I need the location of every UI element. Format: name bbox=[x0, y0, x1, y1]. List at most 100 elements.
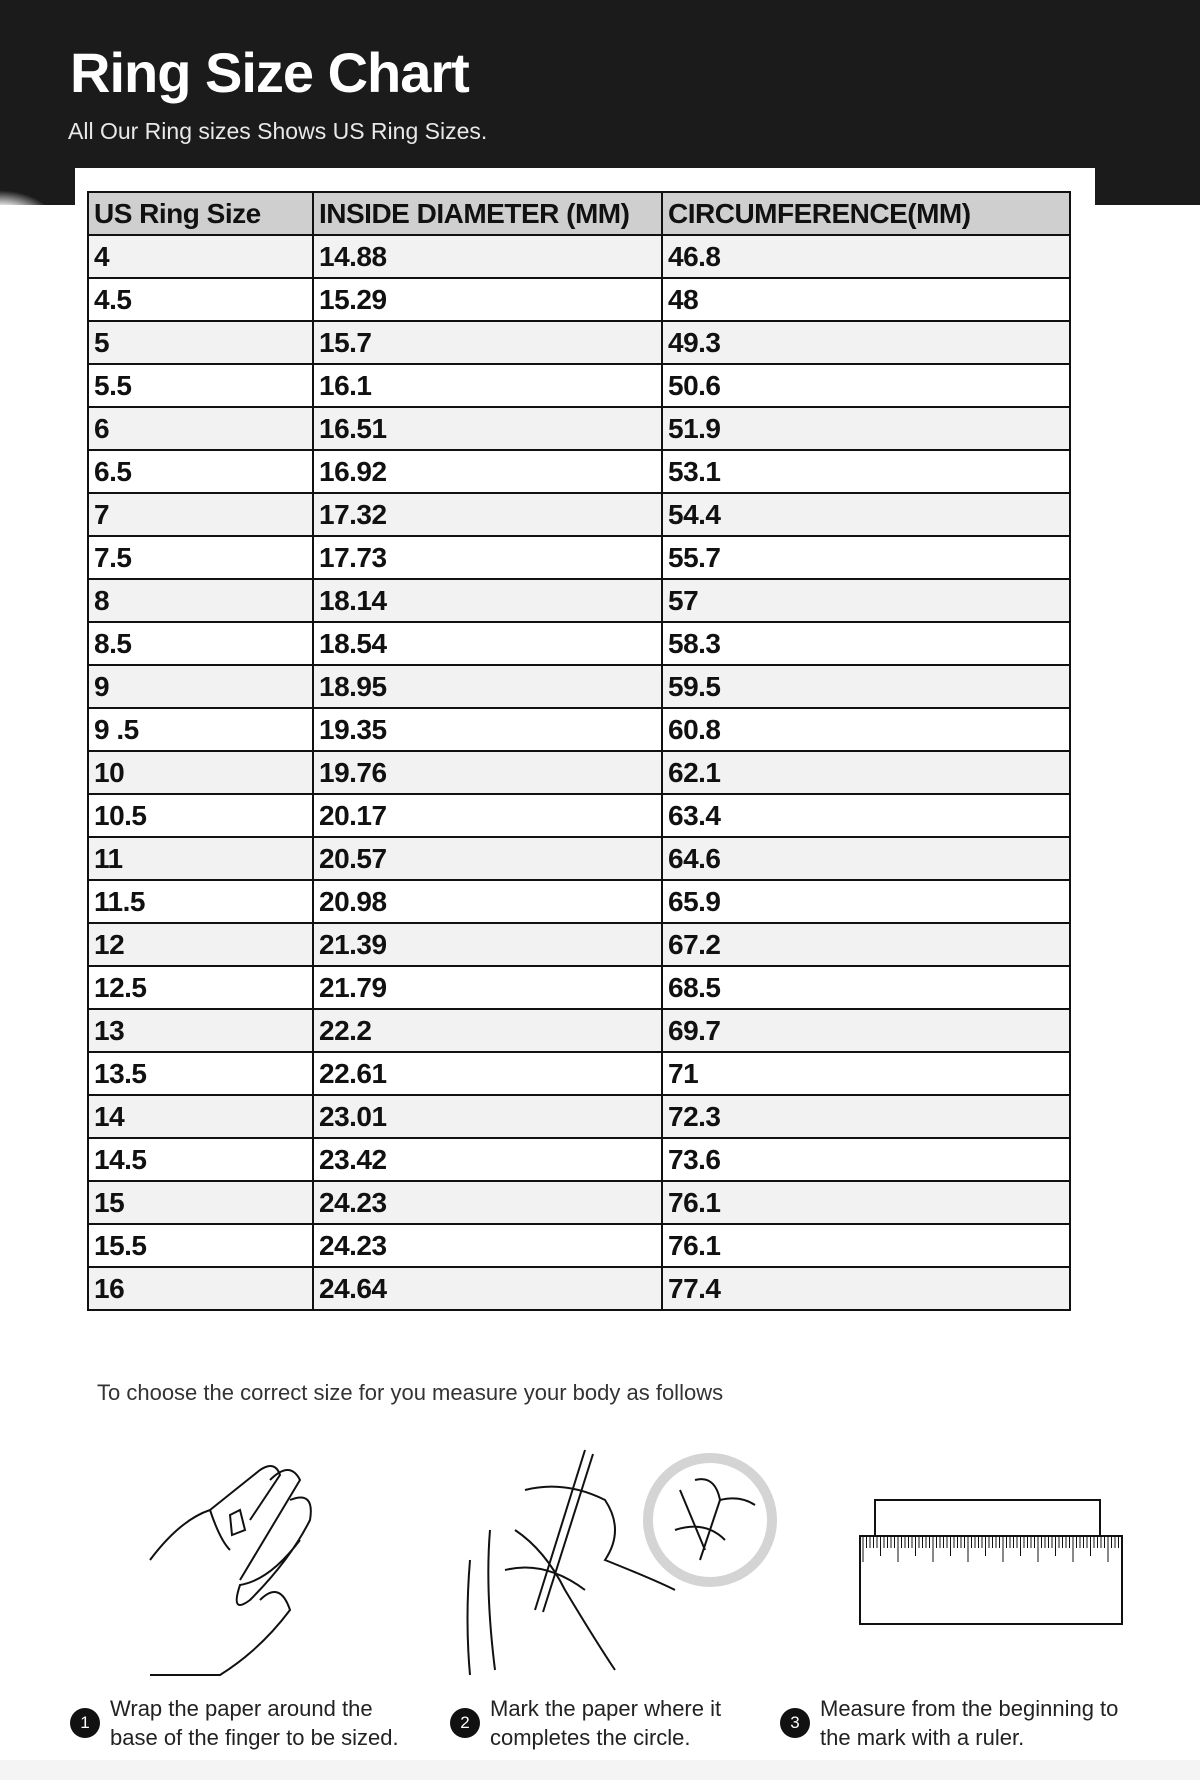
circumference-cell: 46.8 bbox=[661, 234, 1071, 279]
inside-diameter-cell: 24.64 bbox=[312, 1266, 663, 1311]
inside-diameter-cell: 20.57 bbox=[312, 836, 663, 881]
footer-strip bbox=[0, 1760, 1200, 1780]
inside-diameter-cell: 19.76 bbox=[312, 750, 663, 795]
table-row: 14.5 23.42 73.6 bbox=[87, 1137, 1071, 1182]
ring-size-cell: 14.5 bbox=[87, 1137, 314, 1182]
circumference-cell: 58.3 bbox=[661, 621, 1071, 666]
table-row: 15.5 24.23 76.1 bbox=[87, 1223, 1071, 1268]
ring-size-cell: 15.5 bbox=[87, 1223, 314, 1268]
table-row: 16 24.64 77.4 bbox=[87, 1266, 1071, 1311]
circumference-cell: 68.5 bbox=[661, 965, 1071, 1010]
inside-diameter-cell: 16.1 bbox=[312, 363, 663, 408]
column-header: US Ring Size bbox=[87, 191, 314, 236]
circumference-cell: 59.5 bbox=[661, 664, 1071, 709]
circumference-cell: 49.3 bbox=[661, 320, 1071, 365]
instructions-intro: To choose the correct size for you measu… bbox=[97, 1380, 724, 1405]
inside-diameter-cell: 24.23 bbox=[312, 1180, 663, 1225]
ring-size-cell: 13.5 bbox=[87, 1051, 314, 1096]
instruction-step: 1 Wrap the paper around the base of the fi… bbox=[70, 1694, 399, 1752]
inside-diameter-cell: 22.2 bbox=[312, 1008, 663, 1053]
table-row: 8.5 18.54 58.3 bbox=[87, 621, 1071, 666]
table-row: 10.5 20.17 63.4 bbox=[87, 793, 1071, 838]
circumference-cell: 57 bbox=[661, 578, 1071, 623]
column-header: CIRCUMFERENCE(MM) bbox=[661, 191, 1071, 236]
step-number-badge: 3 bbox=[780, 1708, 810, 1738]
inside-diameter-cell: 16.92 bbox=[312, 449, 663, 494]
table-row: 4.5 15.29 48 bbox=[87, 277, 1071, 322]
circumference-cell: 63.4 bbox=[661, 793, 1071, 838]
table-header-row: US Ring Size INSIDE DIAMETER (MM) CIRCUM… bbox=[87, 191, 1071, 236]
step-text: Measure from the beginning to bbox=[820, 1696, 1119, 1721]
ring-size-cell: 13 bbox=[87, 1008, 314, 1053]
ring-size-cell: 4.5 bbox=[87, 277, 314, 322]
table-row: 11 20.57 64.6 bbox=[87, 836, 1071, 881]
table-row: 9 18.95 59.5 bbox=[87, 664, 1071, 709]
page-subtitle: All Our Ring sizes Shows US Ring Sizes. bbox=[68, 118, 488, 144]
table-row: 5 15.7 49.3 bbox=[87, 320, 1071, 365]
step-text: Mark the paper where it bbox=[490, 1696, 722, 1721]
table-row: 8 18.14 57 bbox=[87, 578, 1071, 623]
ring-size-cell: 8.5 bbox=[87, 621, 314, 666]
ring-size-cell: 10.5 bbox=[87, 793, 314, 838]
circumference-cell: 69.7 bbox=[661, 1008, 1071, 1053]
inside-diameter-cell: 16.51 bbox=[312, 406, 663, 451]
hand-wrap-icon bbox=[149, 1465, 312, 1676]
ring-size-cell: 10 bbox=[87, 750, 314, 795]
circumference-cell: 65.9 bbox=[661, 879, 1071, 924]
circumference-cell: 73.6 bbox=[661, 1137, 1071, 1182]
circumference-cell: 48 bbox=[661, 277, 1071, 322]
ring-size-cell: 15 bbox=[87, 1180, 314, 1225]
circumference-cell: 76.1 bbox=[661, 1223, 1071, 1268]
page-title: Ring Size Chart bbox=[70, 41, 470, 104]
inside-diameter-cell: 21.79 bbox=[312, 965, 663, 1010]
inside-diameter-cell: 19.35 bbox=[312, 707, 663, 752]
ring-size-cell: 5.5 bbox=[87, 363, 314, 408]
inside-diameter-cell: 23.42 bbox=[312, 1137, 663, 1182]
circumference-cell: 67.2 bbox=[661, 922, 1071, 967]
table-row: 6.5 16.92 53.1 bbox=[87, 449, 1071, 494]
circumference-cell: 53.1 bbox=[661, 449, 1071, 494]
inside-diameter-cell: 22.61 bbox=[312, 1051, 663, 1096]
inside-diameter-cell: 18.95 bbox=[312, 664, 663, 709]
ring-size-cell: 7.5 bbox=[87, 535, 314, 580]
inside-diameter-cell: 20.17 bbox=[312, 793, 663, 838]
circumference-cell: 76.1 bbox=[661, 1180, 1071, 1225]
instruction-step: 2 Mark the paper where it completes the ci… bbox=[450, 1694, 721, 1752]
inside-diameter-cell: 17.32 bbox=[312, 492, 663, 537]
table-row: 10 19.76 62.1 bbox=[87, 750, 1071, 795]
ring-size-cell: 16 bbox=[87, 1266, 314, 1311]
column-header: INSIDE DIAMETER (MM) bbox=[312, 191, 663, 236]
ring-size-cell: 4 bbox=[87, 234, 314, 279]
ruler-icon bbox=[859, 1499, 1123, 1625]
ring-size-cell: 12 bbox=[87, 922, 314, 967]
circumference-cell: 64.6 bbox=[661, 836, 1071, 881]
table-row: 12.5 21.79 68.5 bbox=[87, 965, 1071, 1010]
table-row: 7 17.32 54.4 bbox=[87, 492, 1071, 537]
instruction-step: 3 Measure from the beginning to the mark w… bbox=[780, 1694, 1118, 1752]
table-row: 13.5 22.61 71 bbox=[87, 1051, 1071, 1096]
ring-size-cell: 14 bbox=[87, 1094, 314, 1139]
table-row: 4 14.88 46.8 bbox=[87, 234, 1071, 279]
ring-size-cell: 6.5 bbox=[87, 449, 314, 494]
circumference-cell: 51.9 bbox=[661, 406, 1071, 451]
table-row: 6 16.51 51.9 bbox=[87, 406, 1071, 451]
inside-diameter-cell: 23.01 bbox=[312, 1094, 663, 1139]
step-text: the mark with a ruler. bbox=[820, 1725, 1025, 1750]
ring-size-cell: 6 bbox=[87, 406, 314, 451]
table-row: 15 24.23 76.1 bbox=[87, 1180, 1071, 1225]
step-number-badge: 1 bbox=[70, 1708, 100, 1738]
table-row: 13 22.2 69.7 bbox=[87, 1008, 1071, 1053]
circumference-cell: 71 bbox=[661, 1051, 1071, 1096]
step-text: completes the circle. bbox=[490, 1725, 691, 1750]
ring-size-cell: 8 bbox=[87, 578, 314, 623]
circumference-cell: 50.6 bbox=[661, 363, 1071, 408]
table-row: 7.5 17.73 55.7 bbox=[87, 535, 1071, 580]
ring-size-cell: 9 bbox=[87, 664, 314, 709]
table-row: 12 21.39 67.2 bbox=[87, 922, 1071, 967]
hand-pen-mark-icon bbox=[466, 1449, 777, 1676]
inside-diameter-cell: 15.7 bbox=[312, 320, 663, 365]
circumference-cell: 62.1 bbox=[661, 750, 1071, 795]
inside-diameter-cell: 20.98 bbox=[312, 879, 663, 924]
table-row: 5.5 16.1 50.6 bbox=[87, 363, 1071, 408]
step-text: base of the finger to be sized. bbox=[110, 1725, 399, 1750]
